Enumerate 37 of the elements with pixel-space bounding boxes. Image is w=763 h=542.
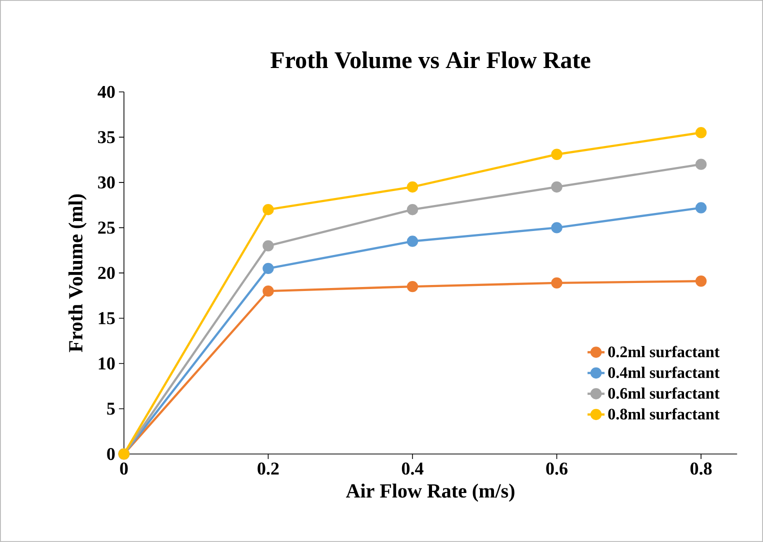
y-tick-label: 0: [107, 448, 115, 460]
x-tick-label: 0.2: [258, 462, 279, 475]
legend-label: 0.2ml surfactant: [608, 346, 720, 358]
y-axis-title: Froth Volume (ml): [68, 194, 87, 352]
chart-title: Froth Volume vs Air Flow Rate: [270, 51, 590, 68]
point: [406, 236, 418, 247]
point: [406, 181, 418, 193]
point: [406, 280, 418, 292]
point: [695, 202, 707, 214]
point: [262, 262, 274, 274]
y-tick-label: 35: [98, 131, 115, 144]
y-tick-label: 10: [98, 357, 115, 370]
point: [695, 127, 707, 138]
point: [695, 276, 707, 287]
point: [262, 286, 274, 297]
point: [695, 158, 707, 170]
point: [551, 148, 562, 160]
x-tick-label: 0.8: [690, 462, 712, 475]
y-tick-label: 30: [98, 176, 115, 189]
x-axis-title: Air Flow Rate (m/s): [346, 484, 514, 502]
point: [406, 204, 418, 216]
x-tick-label: 0.6: [546, 462, 568, 475]
legend-label: 0.6ml surfactant: [608, 387, 720, 399]
legend-label: 0.4ml surfactant: [608, 366, 720, 378]
point: [262, 204, 274, 216]
y-tick-label: 40: [98, 86, 115, 98]
point: [551, 181, 562, 193]
y-tick-label: 25: [98, 222, 115, 234]
y-tick-label: 5: [107, 402, 115, 415]
x-tick-label: 0: [120, 462, 128, 475]
legend-label: 0.8ml surfactant: [608, 408, 720, 420]
point: [551, 222, 562, 234]
point: [262, 240, 274, 252]
x-tick-label: 0.4: [402, 462, 424, 475]
point: [551, 277, 562, 289]
y-tick-label: 15: [98, 312, 115, 324]
y-tick-label: 20: [98, 266, 115, 280]
